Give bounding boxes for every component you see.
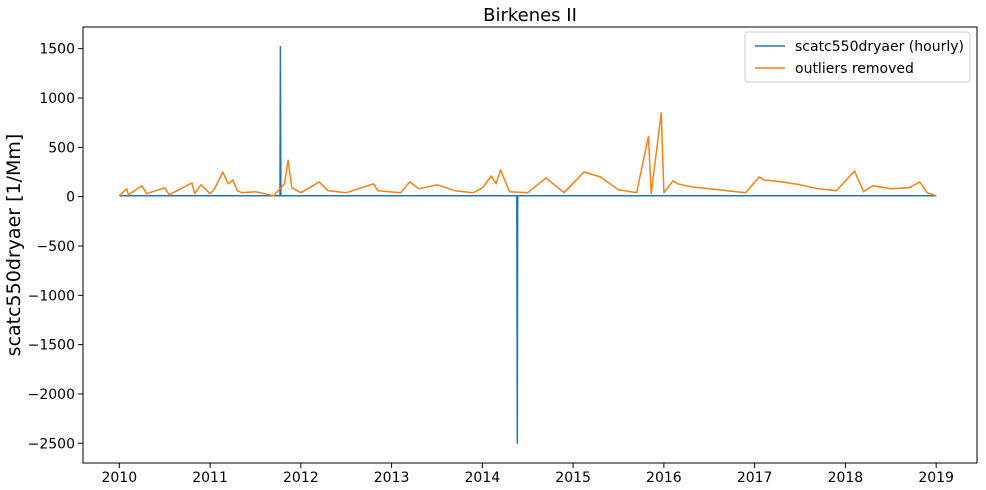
y-axis: 1500 1000 500 0 −500 −1000 −1500 −2000 −2500 xyxy=(28,42,83,452)
y-tick-label: 500 xyxy=(48,140,75,156)
x-tick-label: 2015 xyxy=(555,470,591,486)
series-line-1 xyxy=(118,112,937,197)
y-tick-label: −2500 xyxy=(28,436,75,452)
x-tick-label: 2014 xyxy=(465,470,501,486)
legend-label-outliers-removed: outliers removed xyxy=(795,61,914,77)
y-tick-label: 0 xyxy=(66,190,75,206)
series-layer xyxy=(118,45,937,445)
y-axis-label: scatc550dryaer [1/Mm] xyxy=(3,134,25,357)
y-tick-label: 1000 xyxy=(39,91,75,107)
y-tick-label: −2000 xyxy=(28,387,75,403)
chart-title: Birkenes II xyxy=(483,5,577,26)
legend: scatc550dryaer (hourly) outliers removed xyxy=(744,31,971,83)
x-tick-label: 2012 xyxy=(283,470,319,486)
y-tick-label: −1000 xyxy=(28,288,75,304)
x-tick-label: 2019 xyxy=(918,470,954,486)
x-tick-label: 2016 xyxy=(646,470,682,486)
x-tick-label: 2017 xyxy=(737,470,773,486)
plot-area-frame xyxy=(82,26,978,464)
x-tick-label: 2011 xyxy=(192,470,228,486)
x-tick-label: 2010 xyxy=(101,470,137,486)
y-tick-label: −1500 xyxy=(28,338,75,354)
x-tick-label: 2013 xyxy=(374,470,410,486)
series-line-0 xyxy=(119,45,937,445)
x-tick-label: 2018 xyxy=(828,470,864,486)
x-axis: 2010 2011 2012 2013 2014 2015 2016 2017 2018 2019 xyxy=(101,463,954,486)
legend-box xyxy=(744,31,971,83)
y-tick-label: 1500 xyxy=(39,42,75,58)
y-tick-label: −500 xyxy=(37,239,75,255)
legend-label-hourly: scatc550dryaer (hourly) xyxy=(795,39,964,55)
